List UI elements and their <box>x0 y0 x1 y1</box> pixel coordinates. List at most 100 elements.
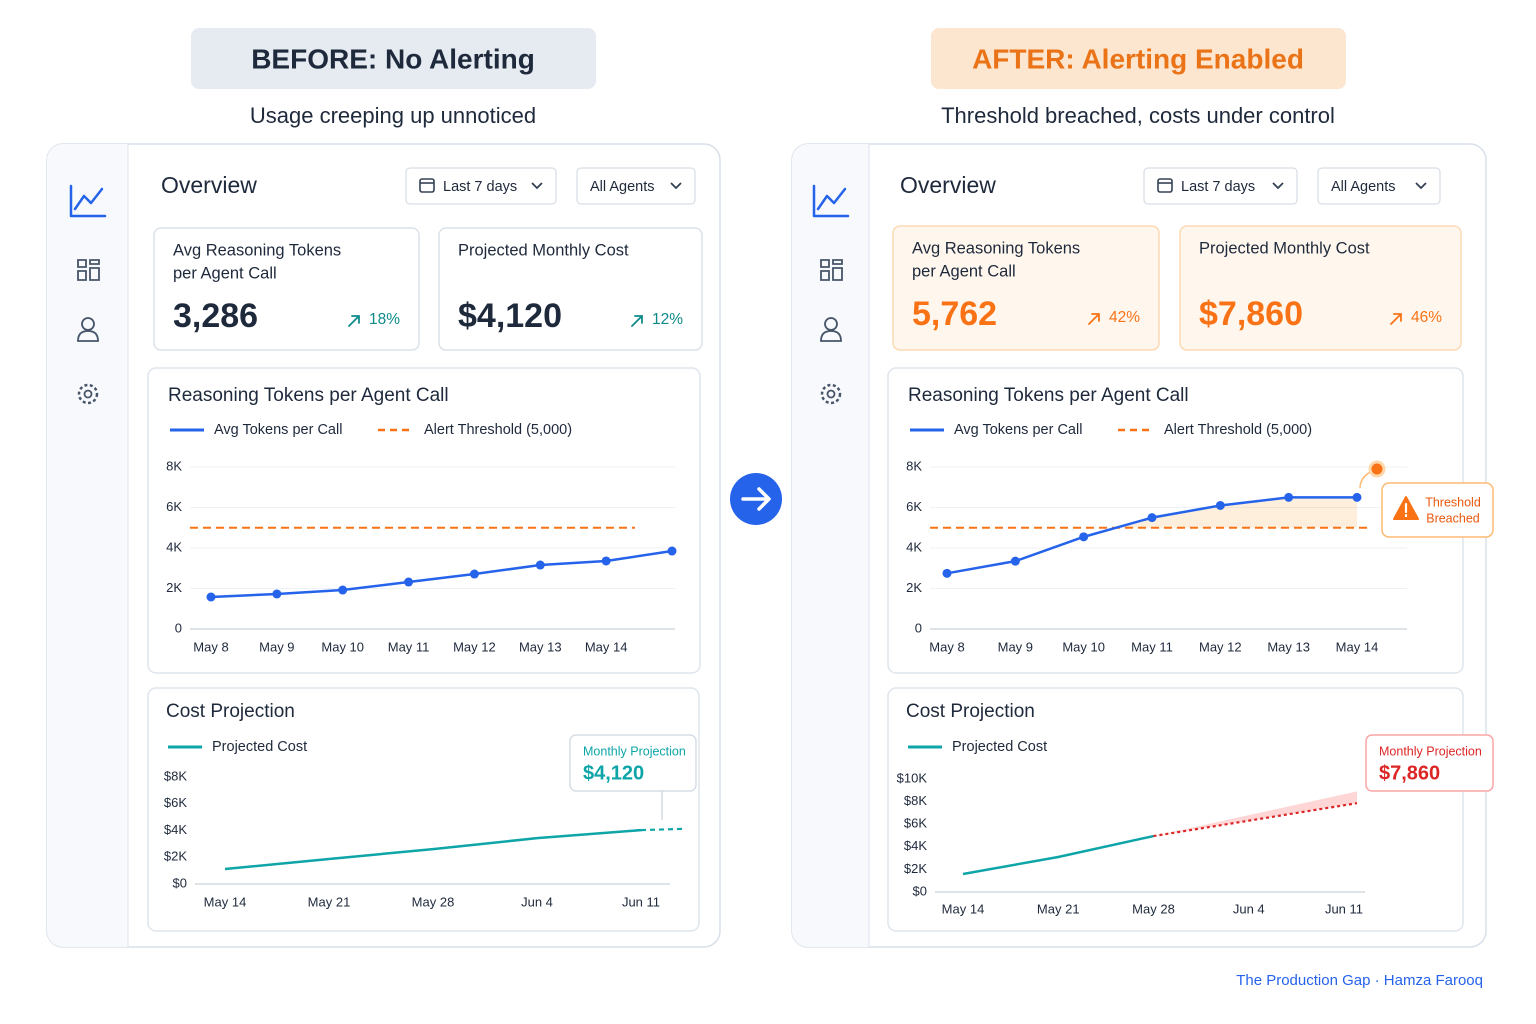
icon-chart <box>69 184 107 218</box>
icon-calendar <box>1157 178 1173 193</box>
icon-user <box>81 317 95 331</box>
breach-area <box>1116 497 1357 528</box>
icon-settings <box>826 389 836 399</box>
chart-card <box>147 367 701 674</box>
data-point <box>601 556 611 566</box>
stat-change: 46% <box>1411 309 1442 326</box>
y-tick-label: 6K <box>906 499 922 514</box>
y-tick-label: $0 <box>173 875 187 890</box>
badge-text: BEFORE: No Alerting <box>251 43 535 74</box>
y-tick-label: 4K <box>166 539 182 554</box>
callout-label: Monthly Projection <box>583 744 686 758</box>
sidebar <box>792 144 869 947</box>
sidebar <box>47 144 128 947</box>
alert-text: Breached <box>1426 511 1480 525</box>
y-tick-label: $4K <box>904 838 927 853</box>
x-tick-label: May 11 <box>1131 639 1173 654</box>
y-tick-label: $8K <box>164 768 187 783</box>
stat-label: per Agent Call <box>173 264 277 282</box>
alert-box <box>1381 482 1494 538</box>
y-tick-label: 0 <box>915 620 922 635</box>
data-point <box>1010 556 1020 566</box>
legend-text: Projected Cost <box>952 739 1047 755</box>
x-tick-label: Jun 4 <box>1233 901 1265 916</box>
data-point <box>1079 532 1089 542</box>
series-line <box>224 828 642 871</box>
y-tick-label: $10K <box>897 770 928 785</box>
stat-label: Avg Reasoning Tokens <box>912 239 1080 257</box>
stat-card <box>153 227 420 351</box>
after-badge <box>931 28 1346 89</box>
icon-trend-arrow <box>1088 313 1100 325</box>
overview-title: Overview <box>900 172 996 198</box>
callout-value: $4,120 <box>583 762 644 784</box>
x-tick-label: May 13 <box>1267 639 1310 654</box>
stat-card <box>1179 225 1462 351</box>
legend-text: Projected Cost <box>212 739 307 755</box>
stat-label: per Agent Call <box>912 262 1016 280</box>
callout-value: $7,860 <box>1379 762 1440 784</box>
filter-dropdown <box>576 167 696 205</box>
icon-chevron <box>1415 182 1427 190</box>
icon-dashboard <box>820 259 843 281</box>
stat-value: 5,762 <box>912 295 997 333</box>
icon-chevron <box>531 182 543 190</box>
arrow-icon <box>741 487 771 511</box>
data-point <box>942 568 952 578</box>
icon-settings <box>820 383 842 405</box>
stat-label: Projected Monthly Cost <box>1199 239 1370 257</box>
projection-line <box>640 827 683 832</box>
series-line <box>210 549 673 599</box>
y-tick-label: 0 <box>175 620 182 635</box>
alert-dot <box>1368 460 1386 478</box>
icon-chart <box>812 184 850 218</box>
projection-callout <box>569 734 697 792</box>
subtitle: Usage creeping up unnoticed <box>250 103 536 128</box>
y-tick-label: 6K <box>166 499 182 514</box>
icon-settings <box>77 383 99 405</box>
x-tick-label: May 14 <box>204 894 247 909</box>
data-point <box>535 560 545 570</box>
x-tick-label: May 8 <box>193 639 228 654</box>
x-tick-label: May 21 <box>1037 901 1080 916</box>
footer: The Production Gap · Hamza Farooq <box>1236 972 1483 989</box>
stat-change: 42% <box>1109 309 1140 326</box>
data-point <box>1147 513 1157 523</box>
data-point <box>338 585 348 595</box>
filter-dropdown <box>1143 167 1298 205</box>
x-tick-label: May 12 <box>453 639 496 654</box>
y-tick-label: $4K <box>164 822 187 837</box>
filter-text: All Agents <box>590 179 655 195</box>
x-tick-label: May 12 <box>1199 639 1242 654</box>
legend-text: Alert Threshold (5,000) <box>424 422 572 438</box>
y-tick-label: 8K <box>166 458 182 473</box>
x-tick-label: May 14 <box>1336 639 1379 654</box>
y-tick-label: $8K <box>904 793 927 808</box>
legend-text: Avg Tokens per Call <box>214 422 342 438</box>
filter-text: All Agents <box>1331 179 1396 195</box>
x-tick-label: May 13 <box>519 639 562 654</box>
projection-callout <box>1365 734 1494 792</box>
icon-calendar <box>419 178 435 193</box>
stat-value: 3,286 <box>173 297 258 335</box>
data-point <box>1284 492 1294 502</box>
y-tick-label: $6K <box>164 795 187 810</box>
projection-line <box>1153 802 1358 838</box>
x-tick-label: May 28 <box>1132 901 1175 916</box>
x-tick-label: May 10 <box>1062 639 1105 654</box>
callout-label: Monthly Projection <box>1379 744 1482 758</box>
chart-card <box>147 687 700 932</box>
stat-value: $7,860 <box>1199 295 1303 333</box>
stat-change: 18% <box>369 311 400 328</box>
x-tick-label: May 11 <box>388 639 430 654</box>
data-point <box>404 577 414 587</box>
chart-card <box>887 687 1464 932</box>
y-tick-label: 8K <box>906 458 922 473</box>
filter-dropdown <box>1317 167 1441 205</box>
chart-title: Reasoning Tokens per Agent Call <box>908 385 1189 406</box>
x-tick-label: May 21 <box>308 894 351 909</box>
stat-label: Avg Reasoning Tokens <box>173 241 341 259</box>
y-tick-label: 2K <box>906 580 922 595</box>
data-point <box>1352 492 1362 502</box>
x-tick-label: May 9 <box>998 639 1033 654</box>
